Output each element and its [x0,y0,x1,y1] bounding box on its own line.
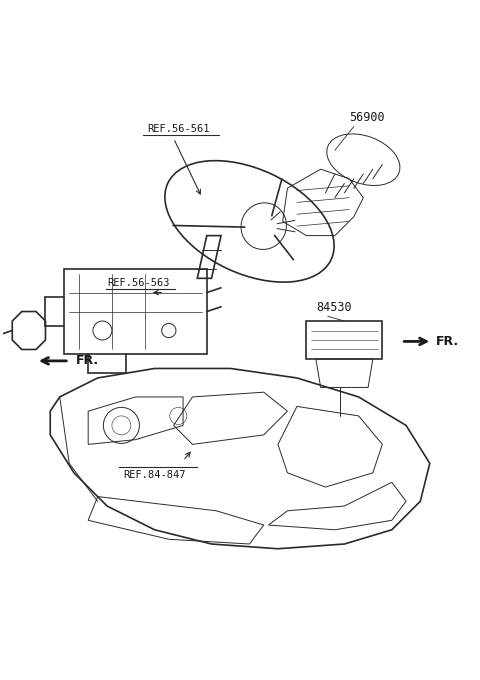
Text: FR.: FR. [76,354,99,367]
Text: REF.56-561: REF.56-561 [147,124,210,133]
Text: 84530: 84530 [316,301,351,314]
Text: 56900: 56900 [349,111,385,124]
Text: REF.56-563: REF.56-563 [107,278,169,288]
Text: REF.84-847: REF.84-847 [123,471,186,481]
Bar [306,321,383,359]
Text: FR.: FR. [435,335,458,348]
